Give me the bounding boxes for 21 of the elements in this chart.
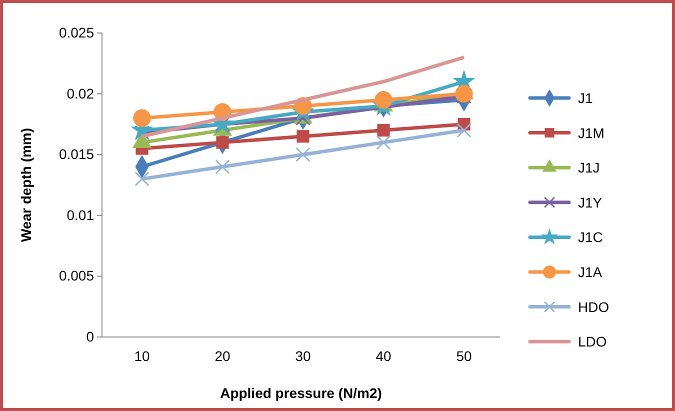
y-tick-label: 0.02 bbox=[66, 85, 94, 102]
y-tick-label: 0 bbox=[86, 328, 94, 344]
x-tick-label: 40 bbox=[376, 348, 392, 364]
legend-label: J1A bbox=[578, 264, 603, 280]
legend-label: J1Y bbox=[578, 194, 603, 210]
y-tick-label: 0.015 bbox=[58, 146, 94, 162]
x-tick-label: 10 bbox=[134, 348, 150, 364]
legend-label: LDO bbox=[578, 334, 607, 350]
y-axis-title: Wear depth (mm) bbox=[18, 128, 34, 242]
legend-label: J1C bbox=[578, 229, 603, 246]
legend-label: J1M bbox=[578, 124, 604, 141]
x-tick-label: 30 bbox=[295, 348, 311, 364]
y-tick-label: 0.01 bbox=[66, 206, 94, 223]
x-tick-label: 20 bbox=[214, 348, 230, 364]
y-tick-label: 0.005 bbox=[58, 268, 94, 284]
legend-label: J1J bbox=[578, 160, 600, 176]
x-axis-title: Applied pressure (N/m2) bbox=[220, 385, 382, 401]
x-tick-label: 50 bbox=[456, 348, 472, 364]
legend-label: HDO bbox=[578, 298, 610, 315]
legend-label: J1 bbox=[578, 90, 593, 106]
y-tick-label: 0.025 bbox=[58, 24, 94, 40]
